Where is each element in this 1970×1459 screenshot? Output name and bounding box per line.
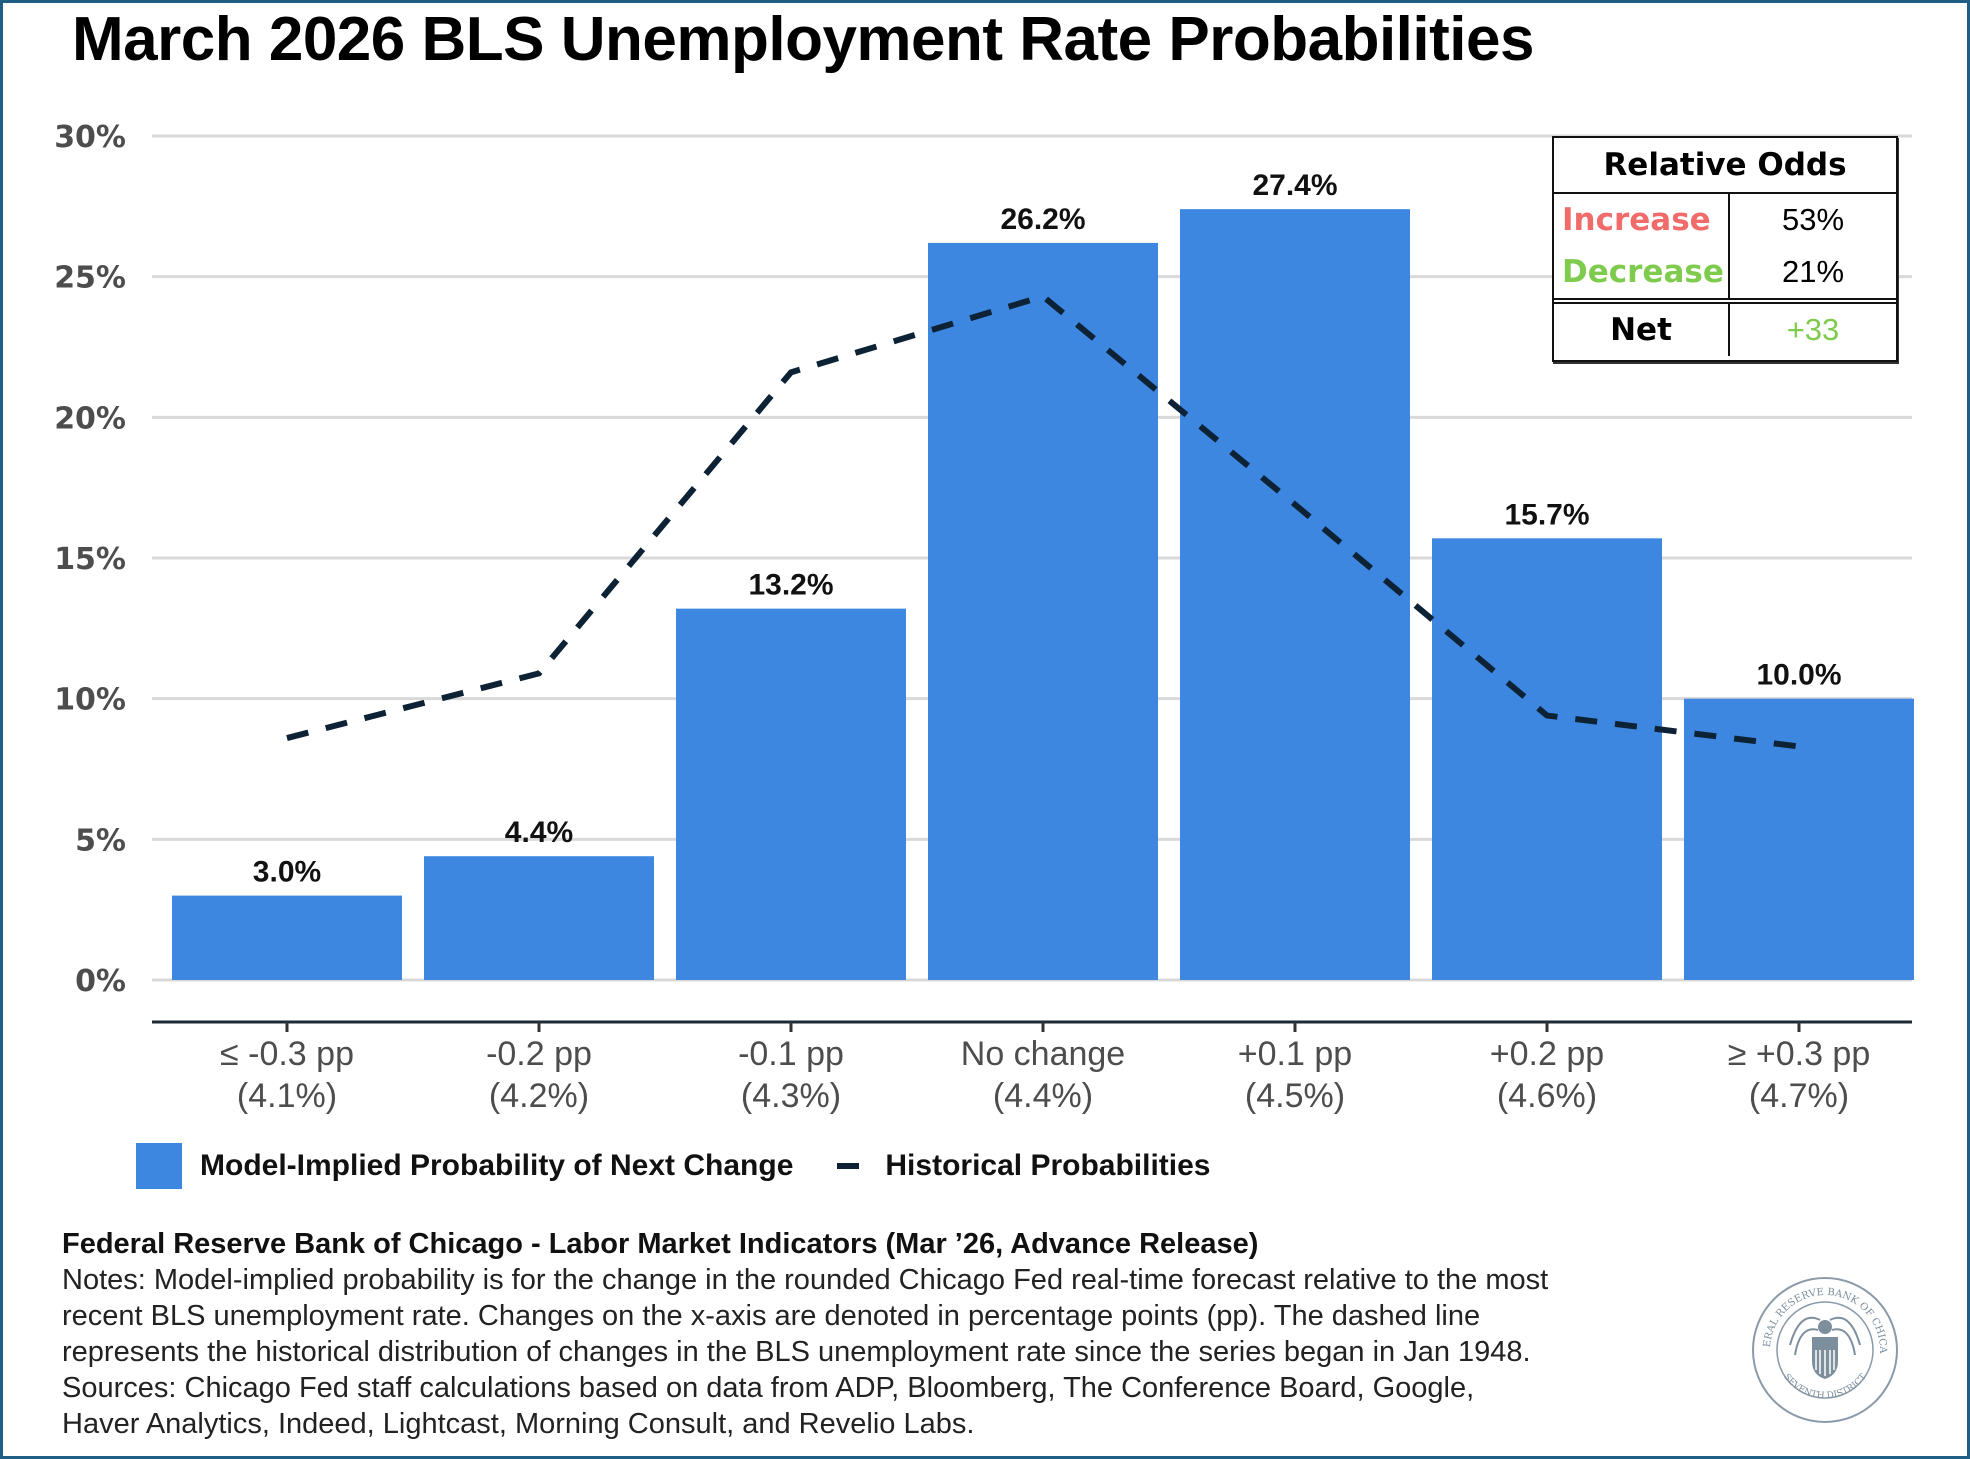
notes-line-5: Haver Analytics, Indeed, Lightcast, Morn… <box>62 1408 975 1440</box>
legend-bar-label: Model-Implied Probability of Next Change <box>200 1149 794 1182</box>
notes-line-3: represents the historical distribution o… <box>62 1336 1531 1368</box>
bar-chart: 0% 5% 10% 15% 20% 25% 30% 3.0% 4.4% 13.2% 26.2% 27… <box>54 120 1914 1115</box>
x-tick-label: +0.2 pp <box>1490 1035 1604 1073</box>
historical-probabilities-line <box>286 293 1800 750</box>
notes-line-4: Sources: Chicago Fed staff calculations … <box>62 1372 1475 1404</box>
chart-legend: Model-Implied Probability of Next Change… <box>136 1142 1210 1190</box>
y-tick-label: 0% <box>75 964 126 999</box>
notes-line-2: recent BLS unemployment rate. Changes on… <box>62 1300 1481 1332</box>
relative-odds-table: Relative Odds Increase 53% Decrease 21% … <box>1552 136 1898 362</box>
bar <box>676 608 906 980</box>
odds-value-net: +33 <box>1786 312 1840 347</box>
y-tick-label: 20% <box>54 401 126 436</box>
x-tick-label: +0.1 pp <box>1238 1035 1352 1073</box>
odds-value-increase: 53% <box>1781 202 1845 237</box>
x-tick-sublabel: (4.6%) <box>1497 1077 1597 1115</box>
bar-data-label: 27.4% <box>1252 169 1337 202</box>
odds-row-decrease: Decrease 21% <box>1554 246 1896 298</box>
x-tick-label: ≤ -0.3 pp <box>220 1035 354 1073</box>
y-tick-label: 15% <box>54 542 126 577</box>
bar-data-label: 15.7% <box>1504 498 1589 531</box>
bar <box>928 242 1158 980</box>
bar-data-label: 13.2% <box>748 569 833 602</box>
bar-data-label: 3.0% <box>253 856 321 889</box>
odds-row-net: Net +33 <box>1554 298 1896 356</box>
odds-label-decrease: Decrease <box>1554 246 1730 298</box>
x-tick-sublabel: (4.7%) <box>1749 1077 1849 1115</box>
x-axis-tick-labels: ≤ -0.3 pp (4.1%) -0.2 pp (4.2%) -0.1 pp (4.3%… <box>220 1035 1870 1115</box>
x-tick-sublabel: (4.5%) <box>1245 1077 1345 1115</box>
federal-reserve-seal-icon: FEDERAL RESERVE BANK OF CHICAGO SEVENTH … <box>1750 1275 1898 1423</box>
odds-label-net: Net <box>1554 304 1730 356</box>
bar-data-label: 26.2% <box>1000 203 1085 236</box>
x-tick-sublabel: (4.4%) <box>993 1077 1093 1115</box>
bar-data-label: 10.0% <box>1756 659 1841 692</box>
odds-label-increase: Increase <box>1554 194 1730 246</box>
legend-bar-swatch <box>136 1143 182 1189</box>
legend-dash-swatch <box>837 1163 860 1169</box>
chart-footer: Federal Reserve Bank of Chicago - Labor … <box>62 1226 1762 1442</box>
x-axis <box>152 1020 1912 1032</box>
y-tick-label: 25% <box>54 261 126 296</box>
x-tick-sublabel: (4.2%) <box>489 1077 589 1115</box>
notes-line-1: Notes: Model-implied probability is for … <box>62 1264 1549 1296</box>
bar <box>1684 698 1914 980</box>
y-tick-label: 10% <box>54 683 126 718</box>
bar-data-label: 4.4% <box>505 816 573 849</box>
bar <box>1180 209 1410 980</box>
x-tick-label: -0.1 pp <box>738 1035 844 1073</box>
source-line: Federal Reserve Bank of Chicago - Labor … <box>62 1228 1259 1260</box>
chart-title: March 2026 BLS Unemployment Rate Probabi… <box>72 5 1534 74</box>
x-tick-label: ≥ +0.3 pp <box>1728 1035 1871 1073</box>
y-axis-ticks: 0% 5% 10% 15% 20% 25% 30% <box>54 120 126 999</box>
bar <box>1432 538 1662 980</box>
y-tick-label: 5% <box>75 823 126 858</box>
historical-line <box>286 293 1800 750</box>
odds-table-header: Relative Odds <box>1554 138 1896 194</box>
y-tick-label: 30% <box>54 120 126 155</box>
legend-line-label: Historical Probabilities <box>885 1149 1211 1182</box>
odds-row-increase: Increase 53% <box>1554 194 1896 246</box>
x-tick-label: No change <box>961 1035 1125 1073</box>
x-tick-sublabel: (4.3%) <box>741 1077 841 1115</box>
odds-value-decrease: 21% <box>1781 254 1845 289</box>
x-tick-sublabel: (4.1%) <box>237 1077 337 1115</box>
bars <box>172 209 1914 980</box>
bar <box>424 856 654 980</box>
bar-data-labels: 3.0% 4.4% 13.2% 26.2% 27.4% 15.7% 10.0% <box>253 169 1842 888</box>
bar <box>172 895 402 980</box>
x-tick-label: -0.2 pp <box>486 1035 592 1073</box>
